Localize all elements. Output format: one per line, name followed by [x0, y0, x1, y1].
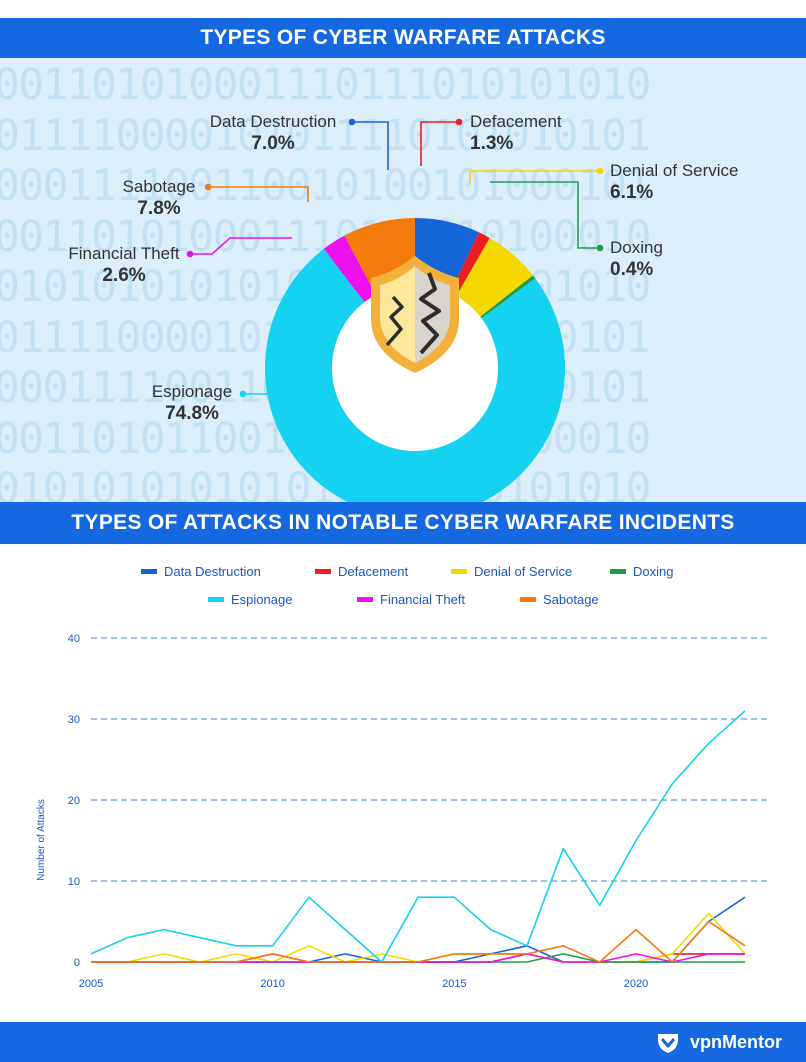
series-line-defacement	[91, 953, 745, 963]
legend-swatch-doxing	[610, 569, 626, 574]
callout-line-data-destruction	[352, 121, 389, 170]
cracked-shield-icon	[371, 256, 459, 373]
slice-label-doxing: Doxing	[610, 238, 663, 257]
donut-chart: Data Destruction 7.0% Defacement 1.3% Denial…	[68, 112, 739, 502]
callout-line-financial-theft	[190, 237, 292, 255]
slice-label-defacement: Defacement	[470, 112, 562, 131]
callout-dot-financial-theft	[186, 250, 194, 258]
callout-dot-doxing	[596, 244, 604, 252]
legend-swatch-espionage	[208, 597, 224, 602]
donut-slice-financial-theft	[323, 235, 376, 303]
legend-swatch-data-destruction	[141, 569, 157, 574]
callout-line-defacement	[420, 121, 459, 166]
legend-label-espionage: Espionage	[231, 592, 292, 607]
slice-percent-sabotage: 7.8%	[137, 198, 180, 219]
footer-bar: vpnMentor	[0, 1022, 806, 1062]
donut-slice-espionage	[265, 248, 565, 502]
x-tick-label: 2010	[260, 978, 284, 990]
line-chart-title: TYPES OF ATTACKS IN NOTABLE CYBER WARFAR…	[0, 502, 806, 544]
legend-swatch-sabotage	[520, 597, 536, 602]
slice-label-denial-of-service: Denial of Service	[610, 161, 739, 180]
y-tick-label: 0	[74, 957, 80, 969]
series-line-doxing	[91, 953, 745, 963]
donut-slice-denial-of-service	[456, 237, 533, 317]
legend-label-defacement: Defacement	[338, 564, 408, 579]
x-tick-label: 2005	[79, 978, 103, 990]
slice-label-data-destruction: Data Destruction	[210, 112, 337, 131]
callout-dot-sabotage	[204, 183, 212, 191]
slice-percent-espionage: 74.8%	[165, 403, 219, 424]
donut-chart-panel: 001101010001110111010101010 011110000101…	[0, 58, 806, 502]
y-axis-label: Number of Attacks	[36, 799, 47, 881]
callout-line-doxing	[490, 181, 600, 249]
legend-swatch-denial-of-service	[451, 569, 467, 574]
y-tick-label: 40	[68, 633, 80, 645]
legend-label-financial-theft: Financial Theft	[380, 592, 465, 607]
callout-line-denial-of-service	[469, 170, 600, 183]
series-line-data-destruction	[91, 896, 746, 963]
callout-dot-data-destruction	[348, 118, 356, 126]
legend-label-doxing: Doxing	[633, 564, 673, 579]
callout-dot-espionage	[239, 390, 247, 398]
donut-chart-title: TYPES OF CYBER WARFARE ATTACKS	[0, 18, 806, 58]
vpnmentor-logo: vpnMentor	[690, 1032, 782, 1052]
callout-dot-defacement	[455, 118, 463, 126]
callout-dot-denial-of-service	[596, 167, 604, 175]
legend-label-data-destruction: Data Destruction	[164, 564, 261, 579]
donut-slice-defacement	[450, 232, 490, 297]
series-line-financial-theft	[91, 953, 745, 963]
donut-slice-doxing	[480, 275, 536, 319]
legend-label-sabotage: Sabotage	[543, 592, 599, 607]
x-tick-label: 2015	[442, 978, 466, 990]
callout-line-sabotage	[208, 186, 309, 202]
y-tick-label: 20	[68, 795, 80, 807]
y-tick-label: 10	[68, 876, 80, 888]
slice-label-financial-theft: Financial Theft	[68, 244, 179, 263]
slice-percent-doxing: 0.4%	[610, 259, 653, 280]
slice-label-sabotage: Sabotage	[123, 177, 196, 196]
series-line-denial-of-service	[91, 912, 746, 963]
y-tick-label: 30	[68, 714, 80, 726]
legend-label-denial-of-service: Denial of Service	[474, 564, 572, 579]
slice-label-espionage: Espionage	[152, 382, 232, 401]
line-chart: Data Destruction Defacement Denial of Serv…	[36, 564, 770, 990]
x-tick-label: 2020	[624, 978, 648, 990]
slice-percent-data-destruction: 7.0%	[251, 133, 294, 154]
slice-percent-defacement: 1.3%	[470, 133, 513, 154]
slice-percent-financial-theft: 2.6%	[102, 265, 145, 286]
slice-percent-denial-of-service: 6.1%	[610, 182, 653, 203]
series-line-sabotage	[91, 920, 746, 963]
legend-swatch-financial-theft	[357, 597, 373, 602]
series-line-espionage	[90, 710, 746, 963]
vpnmentor-logo-icon	[658, 1034, 678, 1053]
legend-swatch-defacement	[315, 569, 331, 574]
